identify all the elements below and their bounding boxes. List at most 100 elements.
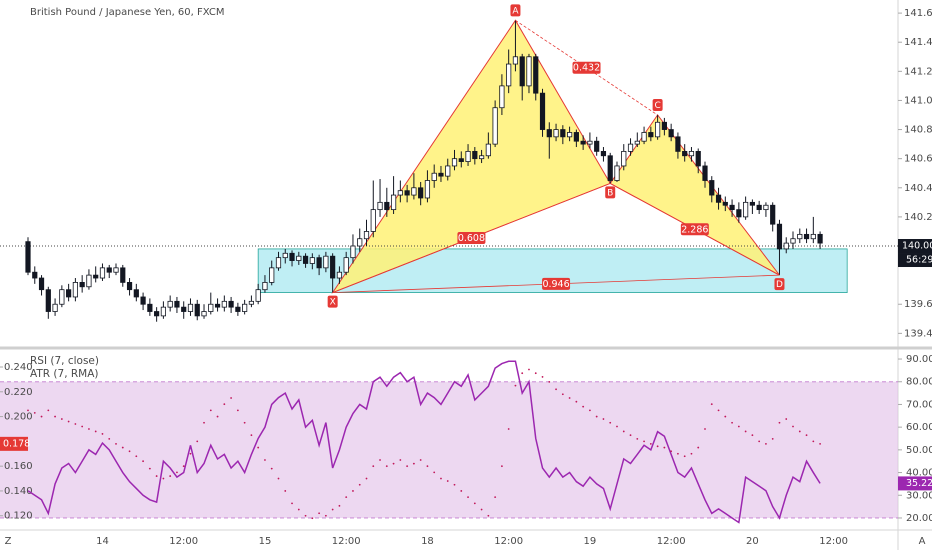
atr-dot [250, 434, 253, 437]
candle-body [499, 85, 505, 109]
candle-body [519, 56, 525, 87]
candle-body [45, 289, 51, 312]
rsi-line [27, 360, 821, 524]
y-tick-label: 139.600 [904, 299, 932, 310]
atr-dot [162, 477, 165, 480]
candle-body [472, 150, 478, 160]
atr-dot [74, 423, 77, 425]
countdown-label: 56:29 [906, 255, 932, 266]
atr-dot [798, 430, 801, 433]
candle-body [86, 274, 92, 288]
auto-scale-button[interactable]: A [919, 536, 926, 547]
atr-dot [758, 440, 761, 443]
atr-dot [345, 496, 348, 499]
candle-body [269, 267, 275, 283]
x-tick-label: 20 [746, 536, 759, 547]
atr-dot [47, 409, 50, 412]
candle-body [147, 303, 153, 312]
candle-body [431, 172, 437, 181]
candle-body [411, 187, 417, 196]
candle-body [661, 121, 667, 130]
candle-body [194, 303, 200, 317]
candle-body [587, 140, 593, 145]
candle-body [25, 241, 31, 273]
rsi-value-label: 35.22 [906, 478, 932, 489]
candle-body [201, 311, 207, 317]
candle-body [648, 132, 654, 138]
candle-body [140, 296, 146, 305]
legend-entry: ATR (7, RMA) [30, 368, 99, 380]
y-tick-label: 140.200 [904, 212, 932, 223]
candle-body [208, 303, 214, 312]
atr-dot [744, 430, 747, 433]
atr-dot [663, 446, 666, 449]
y2-tick-label: 90.00 [906, 354, 932, 365]
atr-dot [318, 512, 321, 515]
atr-dot [555, 388, 557, 391]
candle-body [93, 274, 99, 279]
atr-dot [270, 467, 273, 470]
point-label: D [776, 280, 783, 290]
atr-dot [771, 437, 774, 440]
candle-body [438, 172, 444, 177]
atr-dot [385, 465, 388, 468]
y-tick-label: 141.600 [904, 8, 932, 19]
candle-body [803, 233, 810, 240]
atr-dot [101, 433, 104, 435]
y-tick-label: 141.000 [904, 95, 932, 106]
candle-body [790, 238, 796, 244]
candle-body [221, 300, 227, 308]
atr-dot [33, 411, 36, 414]
candle-body [492, 107, 498, 145]
atr-dot [392, 462, 395, 465]
candle-body [688, 150, 695, 157]
atr-dot [203, 421, 205, 424]
x-tick-label: 12:00 [332, 536, 361, 547]
candle-body [776, 223, 783, 250]
y-tick-label: 140.800 [904, 125, 932, 136]
candle-body [336, 271, 343, 279]
candle-body [600, 150, 607, 157]
candle-body [594, 140, 600, 152]
atr-dot [704, 428, 706, 430]
atr-dot [514, 384, 517, 387]
candle-body [553, 129, 559, 138]
atr-dot [236, 409, 239, 412]
atr-dot [365, 477, 368, 480]
candle-body [526, 56, 532, 87]
ratio-label-bg [572, 61, 601, 74]
atr-dot [60, 418, 63, 420]
atr-dot [487, 514, 490, 517]
atr-dot [473, 502, 476, 505]
atr-dot [677, 452, 679, 455]
candle-body [181, 306, 187, 312]
candle-body [560, 129, 566, 138]
atr-dot [352, 490, 354, 492]
y-tick-label: 141.200 [904, 66, 932, 77]
atr-dot [731, 421, 733, 424]
atr-dot [324, 514, 327, 517]
candle-body [106, 267, 112, 273]
y-tick-label: 0.200 [4, 412, 33, 423]
y2-tick-label: 40.00 [906, 468, 932, 479]
candle-body [770, 204, 776, 225]
y2-tick-label: 70.00 [906, 399, 932, 410]
candle-body [174, 300, 180, 308]
atr-dot [670, 450, 673, 453]
x-tick-label: 12:00 [819, 536, 848, 547]
candle-body [797, 233, 803, 240]
candle-body [79, 282, 85, 288]
y2-tick-label: 80.00 [906, 377, 932, 388]
x-tick-label: 12:00 [169, 536, 198, 547]
candle-body [113, 267, 119, 273]
candle-body [404, 190, 410, 196]
atr-dot [297, 508, 300, 511]
atr-dot [291, 502, 293, 505]
candle-body [682, 150, 688, 157]
ratio-label-bg [457, 232, 486, 245]
atr-dot [751, 434, 754, 437]
timezone-button[interactable]: Z [5, 536, 12, 547]
atr-dot [683, 455, 686, 458]
atr-dot [277, 477, 280, 480]
candle-body [614, 165, 620, 181]
